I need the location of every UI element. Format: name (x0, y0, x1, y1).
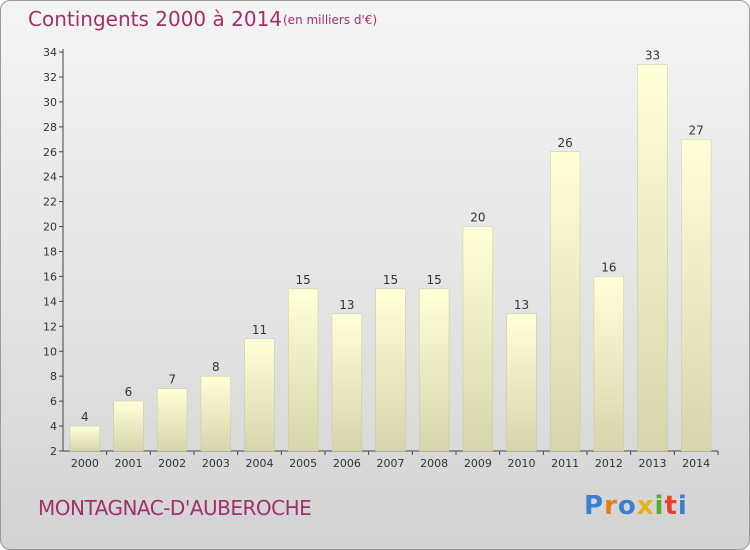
x-tick-label: 2012 (595, 457, 623, 470)
chart-bars (69, 64, 712, 452)
bar (288, 288, 319, 452)
x-tick-label: 2001 (115, 457, 143, 470)
logo-letter: t (664, 491, 678, 521)
y-tick-label: 6 (50, 395, 57, 408)
bar (157, 388, 188, 452)
bar (637, 64, 668, 452)
y-tick-label: 28 (43, 121, 57, 134)
y-tick-label: 24 (43, 171, 57, 184)
logo-letter: i (654, 491, 665, 521)
x-tick-label: 2004 (246, 457, 274, 470)
logo-letter: r (604, 491, 618, 521)
bar (462, 226, 493, 452)
bar (69, 425, 100, 452)
y-tick-label: 32 (43, 71, 57, 84)
y-tick-label: 34 (43, 46, 57, 59)
bar (681, 139, 712, 452)
data-label: 26 (558, 136, 573, 150)
y-tick-label: 26 (43, 146, 57, 159)
y-tick-label: 14 (43, 295, 57, 308)
x-tick-label: 2014 (682, 457, 710, 470)
data-label: 15 (296, 273, 311, 287)
y-tick-label: 4 (50, 420, 57, 433)
bar (506, 313, 537, 452)
bar (113, 400, 144, 452)
x-tick-label: 2005 (289, 457, 317, 470)
x-tick-label: 2013 (639, 457, 667, 470)
bar (593, 276, 624, 452)
bar (331, 313, 362, 452)
data-label: 6 (125, 385, 133, 399)
data-label: 7 (168, 373, 176, 387)
proxiti-logo: Proxiti (584, 491, 688, 521)
x-tick-label: 2002 (158, 457, 186, 470)
data-label: 15 (427, 273, 442, 287)
y-tick-label: 30 (43, 96, 57, 109)
bar (419, 288, 450, 452)
chart-title: Contingents 2000 à 2014 (28, 7, 283, 31)
logo-letter: o (617, 491, 637, 521)
data-label: 15 (383, 273, 398, 287)
data-label: 11 (252, 323, 267, 337)
data-label: 27 (689, 123, 704, 137)
y-tick-label: 22 (43, 196, 57, 209)
y-tick-label: 20 (43, 221, 57, 234)
bar (375, 288, 406, 452)
x-tick-label: 2006 (333, 457, 361, 470)
bar (200, 375, 231, 452)
x-tick-label: 2003 (202, 457, 230, 470)
chart-labels: 4 6 7 8 11 15 13 15 15 20 13 26 16 33 27 (81, 48, 704, 424)
data-label: 16 (601, 260, 616, 274)
y-tick-label: 8 (50, 370, 57, 383)
bar (550, 151, 581, 452)
bar (244, 338, 275, 452)
data-label: 4 (81, 410, 89, 424)
logo-letter: P (584, 491, 605, 521)
x-tick-label: 2007 (377, 457, 405, 470)
x-tick-label: 2008 (420, 457, 448, 470)
data-label: 13 (339, 298, 354, 312)
y-tick-label: 2 (50, 445, 57, 458)
x-tick-label: 2010 (508, 457, 536, 470)
commune-name: MONTAGNAC-D'AUBEROCHE (38, 496, 312, 520)
y-tick-label: 16 (43, 270, 57, 283)
logo-letter: x (636, 491, 655, 521)
data-label: 8 (212, 360, 220, 374)
x-tick-label: 2009 (464, 457, 492, 470)
data-label: 13 (514, 298, 529, 312)
data-label: 33 (645, 48, 660, 62)
chart-subtitle: (en milliers d'€) (283, 13, 378, 27)
data-label: 20 (470, 211, 485, 225)
logo-letter: i (677, 491, 688, 521)
y-tick-label: 18 (43, 246, 57, 259)
y-tick-label: 10 (43, 345, 57, 358)
x-tick-label: 2011 (551, 457, 579, 470)
x-tick-label: 2000 (71, 457, 99, 470)
y-tick-label: 12 (43, 320, 57, 333)
